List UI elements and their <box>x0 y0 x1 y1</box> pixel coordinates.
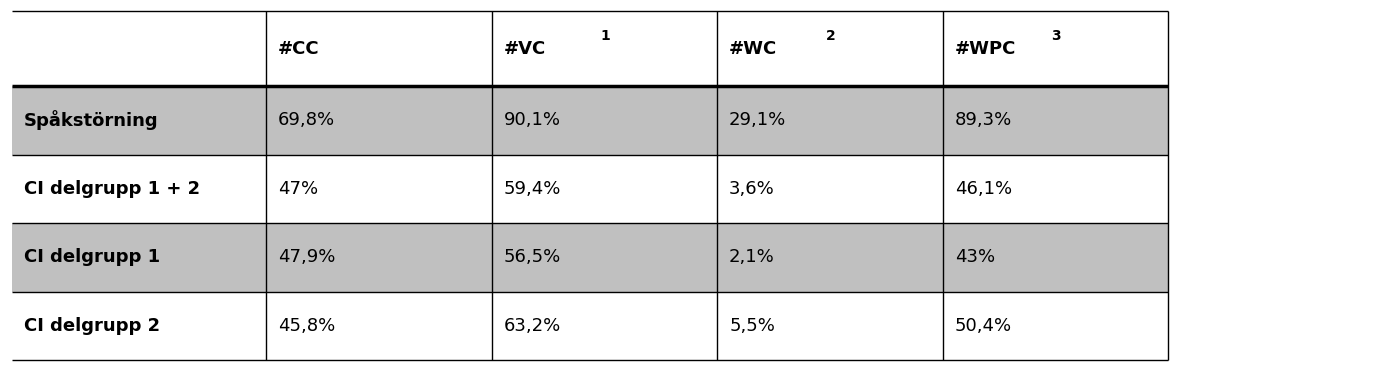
Bar <box>12 11 267 86</box>
Text: 47,9%: 47,9% <box>278 248 335 266</box>
Bar <box>267 86 492 154</box>
Text: 69,8%: 69,8% <box>278 111 335 129</box>
Bar <box>943 11 1168 86</box>
Text: 50,4%: 50,4% <box>955 317 1011 335</box>
Text: 3: 3 <box>1051 28 1061 43</box>
Text: CI delgrupp 1: CI delgrupp 1 <box>23 248 159 266</box>
Text: #WPC: #WPC <box>955 40 1015 58</box>
Text: #WC: #WC <box>730 40 778 58</box>
Text: 45,8%: 45,8% <box>278 317 335 335</box>
Bar <box>267 154 492 223</box>
Bar <box>943 86 1168 154</box>
Bar <box>12 86 267 154</box>
Bar <box>267 292 492 360</box>
Text: 5,5%: 5,5% <box>730 317 775 335</box>
Text: 3,6%: 3,6% <box>730 180 775 198</box>
Text: 1: 1 <box>600 28 610 43</box>
Bar <box>12 292 267 360</box>
Text: CI delgrupp 2: CI delgrupp 2 <box>23 317 159 335</box>
Bar <box>492 154 717 223</box>
Bar <box>12 154 267 223</box>
Bar <box>492 292 717 360</box>
Bar <box>492 86 717 154</box>
Text: 47%: 47% <box>278 180 319 198</box>
Bar <box>943 223 1168 292</box>
Bar <box>717 292 943 360</box>
Text: Spåkstörning: Spåkstörning <box>23 111 158 130</box>
Bar <box>267 11 492 86</box>
Bar <box>492 223 717 292</box>
Text: 43%: 43% <box>955 248 995 266</box>
Text: 29,1%: 29,1% <box>730 111 786 129</box>
Bar <box>717 86 943 154</box>
Bar <box>943 292 1168 360</box>
Bar <box>717 11 943 86</box>
Bar <box>717 223 943 292</box>
Bar <box>267 223 492 292</box>
Text: CI delgrupp 1 + 2: CI delgrupp 1 + 2 <box>23 180 199 198</box>
Text: 59,4%: 59,4% <box>503 180 561 198</box>
Bar <box>12 223 267 292</box>
Text: #VC: #VC <box>503 40 545 58</box>
Text: 89,3%: 89,3% <box>955 111 1011 129</box>
Bar <box>492 11 717 86</box>
Text: #CC: #CC <box>278 40 320 58</box>
Text: 2,1%: 2,1% <box>730 248 775 266</box>
Text: 2: 2 <box>826 28 835 43</box>
Text: 90,1%: 90,1% <box>503 111 561 129</box>
Bar <box>717 154 943 223</box>
Bar <box>943 154 1168 223</box>
Text: 63,2%: 63,2% <box>503 317 561 335</box>
Text: 56,5%: 56,5% <box>503 248 561 266</box>
Text: 46,1%: 46,1% <box>955 180 1011 198</box>
